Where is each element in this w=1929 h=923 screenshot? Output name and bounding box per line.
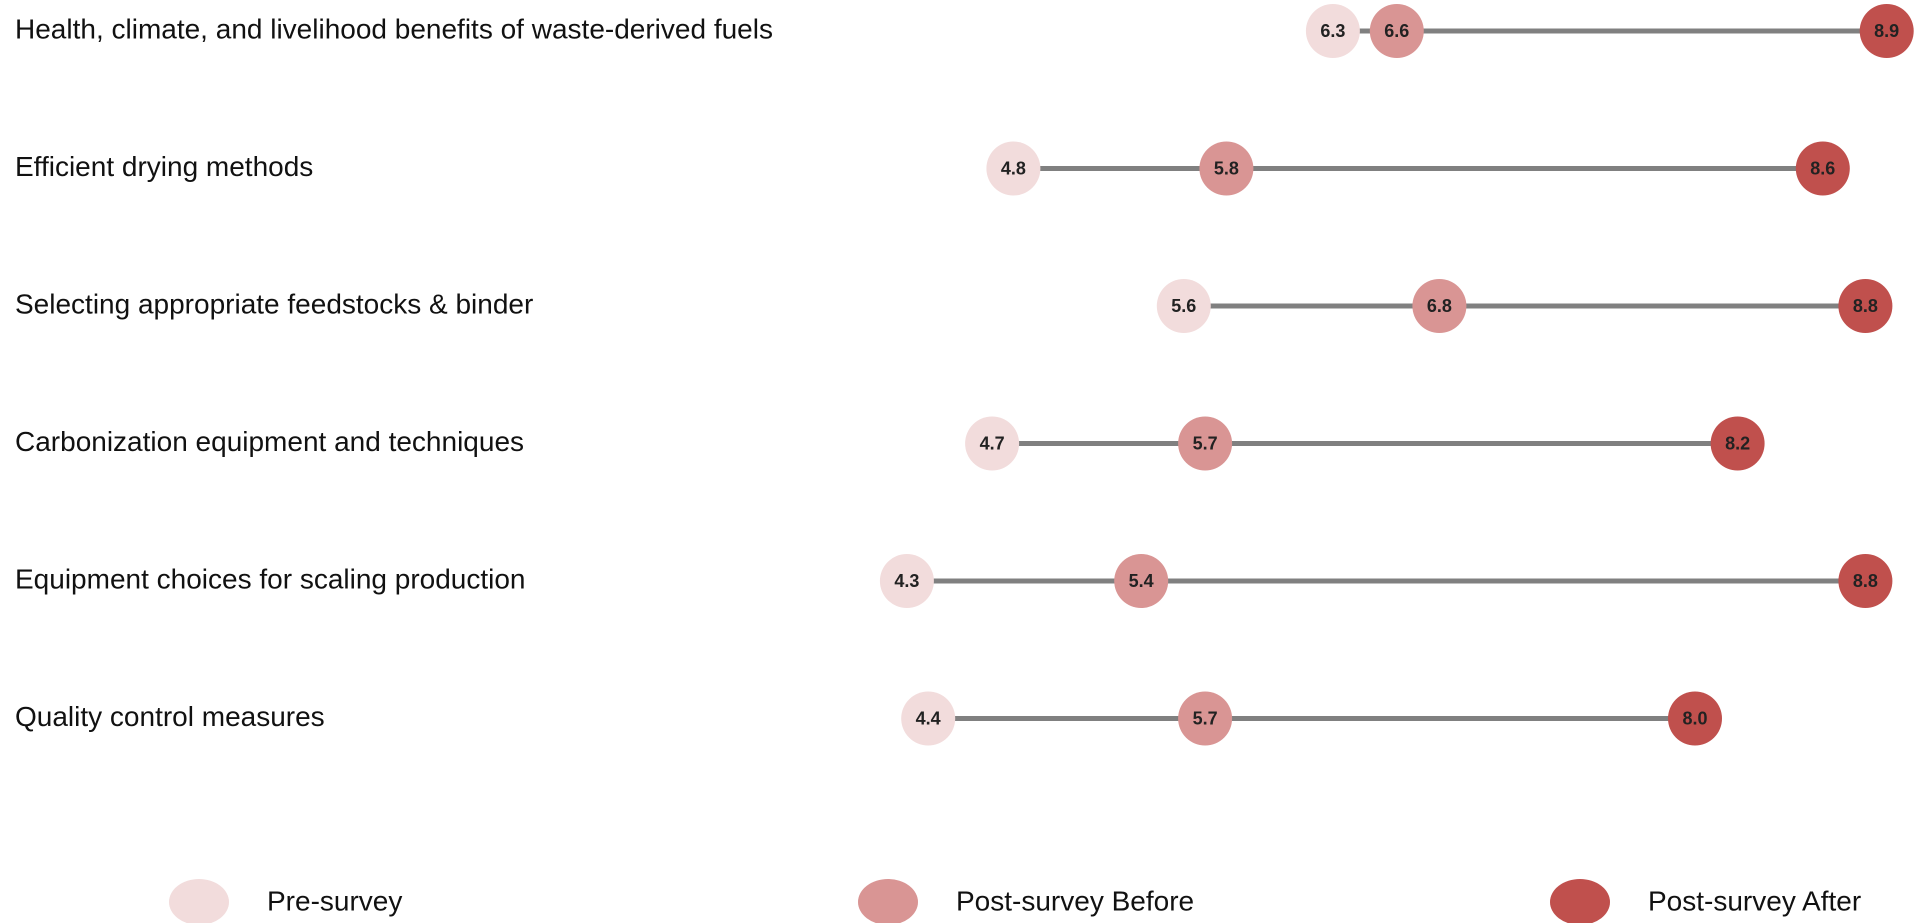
dot — [1412, 279, 1467, 333]
dot — [1114, 554, 1169, 608]
data-label: 5.8 — [1214, 158, 1239, 178]
dot — [1178, 416, 1233, 471]
category-label: Quality control measures — [15, 701, 325, 732]
legend-label: Pre-survey — [267, 885, 402, 916]
data-label: 6.6 — [1384, 21, 1409, 41]
dot — [1795, 141, 1850, 196]
dot — [1838, 554, 1893, 608]
data-label: 8.9 — [1874, 21, 1899, 41]
data-label: 4.7 — [980, 433, 1005, 453]
data-label: 6.8 — [1427, 296, 1452, 316]
category-label: Selecting appropriate feedstocks & binde… — [15, 288, 533, 319]
dot — [1178, 691, 1233, 746]
legend-swatch — [1550, 879, 1610, 923]
data-label: 4.8 — [1001, 158, 1026, 178]
dot — [1710, 416, 1765, 471]
data-label: 8.8 — [1853, 571, 1878, 591]
data-label: 5.7 — [1193, 433, 1218, 453]
dot — [1156, 279, 1211, 333]
dot — [1838, 279, 1893, 333]
legend-swatch — [169, 879, 229, 923]
category-label: Carbonization equipment and techniques — [15, 426, 524, 457]
dot — [1305, 4, 1360, 58]
data-label: 4.4 — [916, 708, 941, 728]
data-label: 8.8 — [1853, 296, 1878, 316]
dot — [1369, 4, 1424, 58]
data-label: 8.6 — [1810, 158, 1835, 178]
dot — [879, 554, 934, 608]
dot — [965, 416, 1020, 471]
dot — [901, 691, 956, 746]
legend-label: Post-survey Before — [956, 885, 1194, 916]
data-label: 5.4 — [1129, 571, 1154, 591]
data-label: 4.3 — [894, 571, 919, 591]
category-label: Equipment choices for scaling production — [15, 563, 526, 594]
dot — [1668, 691, 1722, 746]
data-label: 5.6 — [1171, 296, 1196, 316]
data-label: 6.3 — [1320, 21, 1345, 41]
category-label: Efficient drying methods — [15, 151, 313, 182]
dot — [986, 141, 1041, 196]
data-label: 8.2 — [1725, 433, 1750, 453]
dot — [1859, 4, 1914, 58]
legend-label: Post-survey After — [1648, 885, 1861, 916]
data-label: 5.7 — [1193, 708, 1218, 728]
category-label: Health, climate, and livelihood benefits… — [15, 13, 773, 44]
legend-swatch — [858, 879, 918, 923]
data-label: 8.0 — [1682, 708, 1707, 728]
dot — [1199, 141, 1254, 196]
